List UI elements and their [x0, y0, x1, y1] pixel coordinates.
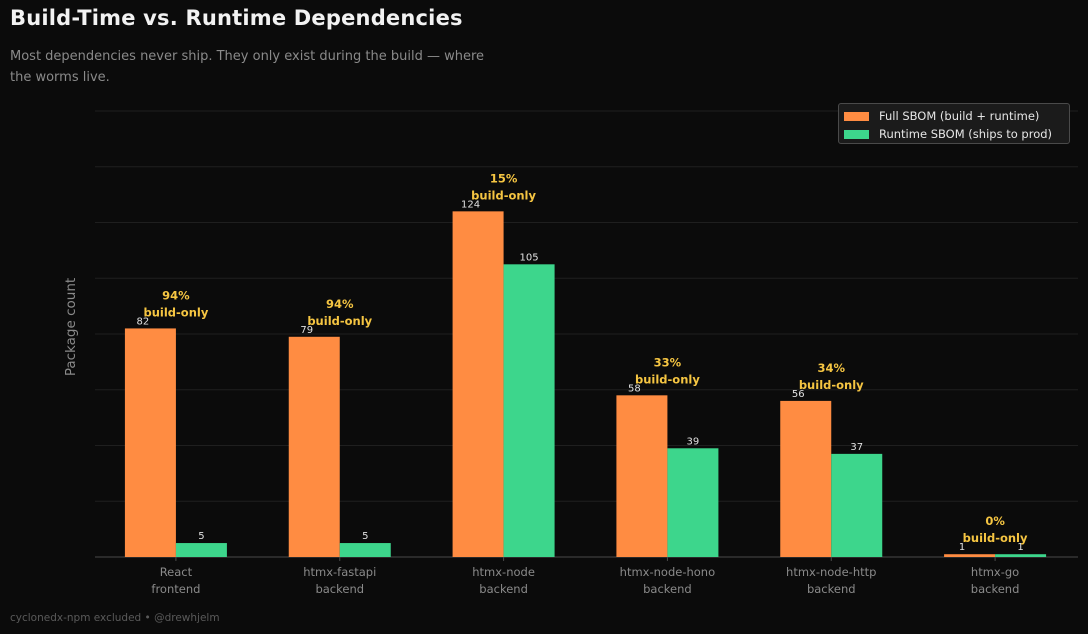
- legend-label-runtime: Runtime SBOM (ships to prod): [879, 127, 1053, 141]
- chart-subtitle: Most dependencies never ship. They only …: [10, 49, 485, 85]
- data-label: 124: [461, 199, 480, 210]
- data-label: 1: [959, 542, 965, 553]
- x-tick-label: htmx-fastapi: [303, 565, 376, 579]
- bar-full-sbom: [288, 336, 340, 557]
- data-label: 1: [1017, 542, 1023, 553]
- legend-item-full: Full SBOM (build + runtime): [844, 107, 1069, 125]
- build-only-annotation: 33%: [654, 355, 682, 369]
- y-axis-label: Package count: [63, 278, 79, 376]
- bar-runtime-sbom: [995, 554, 1047, 557]
- bar-runtime-sbom: [503, 264, 555, 557]
- build-only-annotation: build-only: [143, 305, 208, 319]
- x-tick-label: React: [160, 565, 193, 579]
- bar-runtime-sbom: [175, 543, 227, 557]
- legend-swatch-runtime: [844, 129, 869, 139]
- bar-runtime-sbom: [339, 543, 391, 557]
- data-label: 56: [792, 389, 805, 400]
- chart-footer: cyclonedx-npm excluded • @drewhjelm: [10, 612, 220, 624]
- bar-full-sbom: [124, 328, 176, 557]
- bar-full-sbom: [944, 554, 996, 557]
- x-tick-label: backend: [807, 582, 856, 596]
- chart-legend: Full SBOM (build + runtime) Runtime SBOM…: [838, 103, 1070, 144]
- data-label: 39: [687, 436, 700, 447]
- build-only-annotation: 94%: [326, 297, 354, 311]
- data-label: 105: [520, 252, 539, 263]
- build-only-annotation: 15%: [490, 171, 518, 185]
- build-only-annotation: build-only: [963, 531, 1028, 545]
- x-tick-label: frontend: [151, 582, 200, 596]
- build-only-annotation: 94%: [162, 288, 190, 302]
- build-only-annotation: build-only: [471, 188, 536, 202]
- bar-full-sbom: [616, 395, 668, 557]
- bar-full-sbom: [452, 211, 504, 557]
- data-label: 37: [850, 442, 863, 453]
- x-tick-label: htmx-node-http: [786, 565, 876, 579]
- build-only-annotation: 34%: [817, 361, 845, 375]
- data-label: 5: [362, 531, 368, 542]
- build-only-annotation: build-only: [307, 314, 372, 328]
- x-tick-label: backend: [315, 582, 364, 596]
- x-tick-label: htmx-node-hono: [620, 565, 715, 579]
- bar-runtime-sbom: [667, 448, 719, 557]
- legend-label-full: Full SBOM (build + runtime): [879, 109, 1040, 123]
- chart-title: Build-Time vs. Runtime Dependencies: [10, 6, 463, 30]
- data-label: 79: [300, 325, 313, 336]
- x-tick-label: htmx-go: [971, 565, 1019, 579]
- x-tick-label: backend: [971, 582, 1020, 596]
- build-only-annotation: build-only: [799, 378, 864, 392]
- x-tick-label: backend: [643, 582, 692, 596]
- data-label: 82: [137, 316, 150, 327]
- build-only-annotation: build-only: [635, 372, 700, 386]
- data-label: 58: [628, 383, 641, 394]
- legend-item-runtime: Runtime SBOM (ships to prod): [844, 125, 1069, 143]
- bar-full-sbom: [780, 400, 832, 557]
- x-tick-label: htmx-node: [472, 565, 535, 579]
- build-only-annotation: 0%: [985, 514, 1005, 528]
- x-tick-label: backend: [479, 582, 528, 596]
- legend-swatch-full: [844, 111, 869, 121]
- data-label: 5: [198, 531, 204, 542]
- bar-runtime-sbom: [831, 453, 883, 557]
